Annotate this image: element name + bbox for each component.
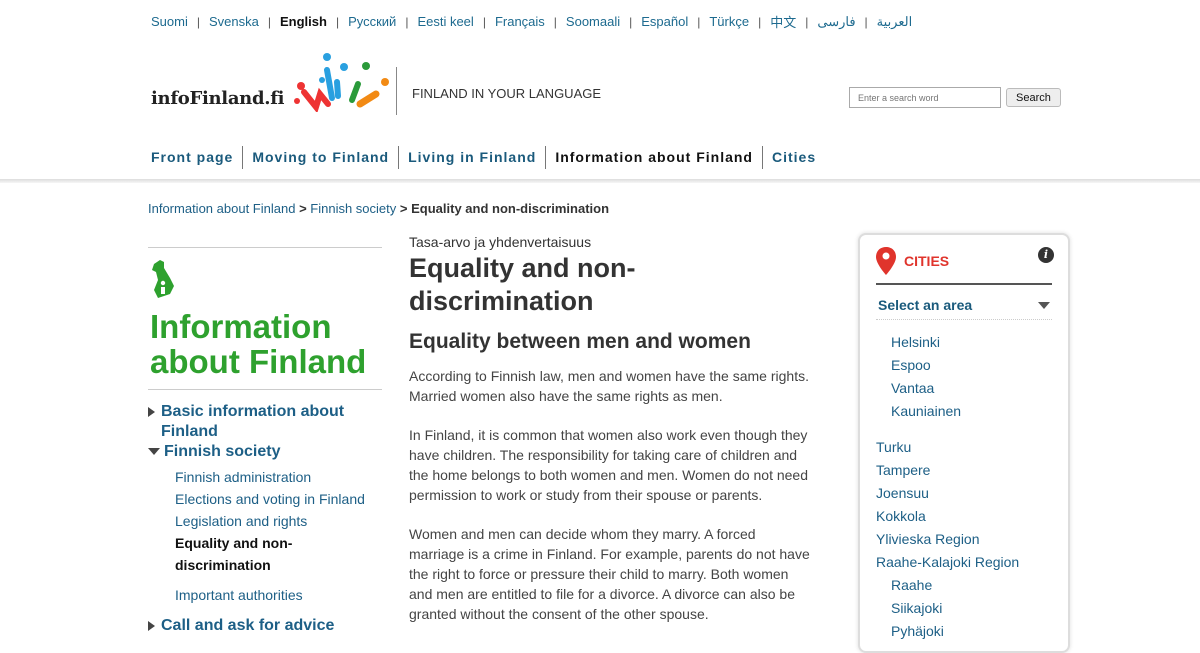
sidebar-subitem[interactable]: Elections and voting in Finland xyxy=(175,491,365,507)
language-link[interactable]: فارسی xyxy=(817,13,856,29)
language-link[interactable]: English xyxy=(279,14,327,29)
breadcrumb-current: Equality and non-discrimination xyxy=(411,201,610,216)
language-link[interactable]: Eesti keel xyxy=(417,14,474,29)
language-separator: | xyxy=(405,14,409,29)
city-link[interactable]: Siikajoki xyxy=(891,600,943,616)
header-band xyxy=(0,179,1200,183)
expanded-arrow-icon xyxy=(148,448,160,455)
paragraph: In Finland, it is common that women also… xyxy=(409,427,809,503)
sidebar-item-label: Finnish society xyxy=(164,443,281,460)
language-link[interactable]: Français xyxy=(494,14,545,29)
language-separator: | xyxy=(482,14,486,29)
language-link[interactable]: العربية xyxy=(876,13,913,29)
city-list: Helsinki Espoo Vantaa Kauniainen Turku Tamper… xyxy=(876,331,1052,643)
breadcrumb-link[interactable]: Finnish society xyxy=(310,201,397,216)
language-separator: | xyxy=(629,14,633,29)
breadcrumb: Information about Finland > Finnish soci… xyxy=(148,201,609,216)
main-nav: Front page Moving to Finland Living in F… xyxy=(151,146,825,169)
section-heading: Equality between men and women xyxy=(409,330,751,353)
language-separator: | xyxy=(267,14,271,29)
sidebar-item-label: Call and ask for advice xyxy=(161,617,335,634)
tagline: FINLAND IN YOUR LANGUAGE xyxy=(412,86,602,101)
language-bar: Suomi | Svenska | English | Русский | Eesti keel… xyxy=(151,12,912,31)
language-link[interactable]: Suomi xyxy=(151,14,188,29)
breadcrumb-sep: > xyxy=(299,201,307,216)
language-link[interactable]: Türkçe xyxy=(709,14,750,29)
section-title: Information about Finland xyxy=(150,308,367,380)
language-separator: | xyxy=(697,14,701,29)
cities-widget: CITIES i Select an area Helsinki Espoo Van… xyxy=(858,233,1070,653)
breadcrumb-sep: > xyxy=(399,201,408,216)
sidebar-item-basic-information[interactable]: Basic information about Finland xyxy=(148,402,382,442)
breadcrumb-link[interactable]: Information about Finland xyxy=(148,201,296,216)
city-link[interactable]: Helsinki xyxy=(891,334,941,350)
language-separator: | xyxy=(335,14,340,29)
sidebar-subitem[interactable]: Important authorities xyxy=(175,587,303,603)
finnish-title: Tasa-arvo ja yhdenvertaisuus xyxy=(409,234,592,250)
sidebar-item-call-and-ask[interactable]: Call and ask for advice xyxy=(148,616,382,636)
city-link[interactable]: Raahe-Kalajoki Region xyxy=(876,554,1020,570)
sidebar-subitem[interactable]: Legislation and rights xyxy=(175,513,308,529)
city-link[interactable]: Kauniainen xyxy=(891,403,962,419)
city-link[interactable]: Raahe xyxy=(891,577,933,593)
cities-title: CITIES xyxy=(904,253,950,269)
sidebar-item-finnish-society[interactable]: Finnish society xyxy=(148,442,382,462)
language-link[interactable]: Español xyxy=(641,14,689,29)
city-link[interactable]: Joensuu xyxy=(876,485,929,501)
header-divider xyxy=(396,67,397,115)
language-separator: | xyxy=(553,14,557,29)
nav-front-page[interactable]: Front page xyxy=(151,149,234,165)
collapsed-arrow-icon xyxy=(148,407,155,417)
collapsed-arrow-icon xyxy=(148,621,155,631)
select-area-dropdown[interactable]: Select an area xyxy=(876,285,1052,320)
logo[interactable]: infoFinland.fi xyxy=(151,52,390,112)
language-separator: | xyxy=(758,14,762,29)
city-link[interactable]: Kokkola xyxy=(876,508,926,524)
city-link[interactable]: Ylivieska Region xyxy=(876,531,980,547)
nav-moving-to-finland[interactable]: Moving to Finland xyxy=(242,146,398,169)
search-form: Search xyxy=(849,87,1061,108)
language-link[interactable]: Svenska xyxy=(208,14,259,29)
city-link[interactable]: Pyhäjoki xyxy=(891,623,944,639)
language-separator: | xyxy=(196,14,200,29)
page-title: Equality and non-discrimination xyxy=(409,253,636,316)
finland-info-icon xyxy=(152,260,174,298)
language-link[interactable]: Русский xyxy=(348,14,397,29)
logo-figures-icon xyxy=(294,53,390,112)
nav-cities[interactable]: Cities xyxy=(761,146,825,169)
map-pin-icon xyxy=(876,247,896,275)
nav-living-in-finland[interactable]: Living in Finland xyxy=(398,146,545,169)
search-input[interactable] xyxy=(849,87,1001,108)
paragraph: Women and men can decide whom they marry… xyxy=(409,526,810,622)
logo-text: infoFinland.fi xyxy=(151,87,285,109)
sidebar-subitem-current[interactable]: Equality and non-discrimination xyxy=(175,535,293,573)
city-link[interactable]: Tampere xyxy=(876,462,931,478)
paragraph: According to Finnish law, men and women … xyxy=(409,368,809,404)
info-icon[interactable]: i xyxy=(1038,247,1054,263)
section-sidebar: Information about Finland Basic informat… xyxy=(148,247,382,636)
sidebar-subitem[interactable]: Finnish administration xyxy=(175,469,312,485)
select-area-label: Select an area xyxy=(878,297,973,313)
nav-information-about-finland[interactable]: Information about Finland xyxy=(545,146,762,169)
language-separator: | xyxy=(864,14,868,29)
city-link[interactable]: Turku xyxy=(876,439,912,455)
language-link[interactable]: 中文 xyxy=(770,15,797,30)
chevron-down-icon xyxy=(1038,301,1050,309)
city-link[interactable]: Vantaa xyxy=(891,380,935,396)
sidebar-item-label: Basic information about Finland xyxy=(161,403,345,440)
article: Tasa-arvo ja yhdenvertaisuus Equality an… xyxy=(409,234,814,643)
language-separator: | xyxy=(805,14,809,29)
language-link[interactable]: Soomaali xyxy=(565,14,621,29)
search-button[interactable]: Search xyxy=(1006,88,1061,107)
city-link[interactable]: Espoo xyxy=(891,357,931,373)
